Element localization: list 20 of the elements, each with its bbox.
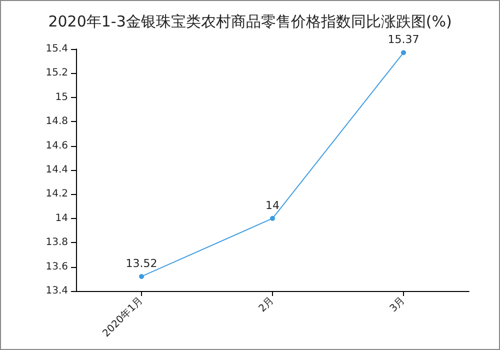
y-tick-label: 13.4 (46, 286, 68, 296)
x-tick-label: 3月 (388, 295, 408, 314)
y-tick-label: 14.4 (46, 164, 68, 176)
y-tick-label: 14.2 (46, 188, 68, 200)
y-tick-label: 15 (55, 92, 68, 103)
y-tick-label: 13.6 (46, 261, 68, 272)
y-tick-label: 15.2 (46, 68, 68, 79)
data-label: 13.52 (126, 256, 158, 270)
data-label: 15.37 (388, 33, 420, 46)
point (401, 50, 406, 56)
point (270, 216, 275, 221)
y-tick-label: 13.8 (46, 237, 68, 248)
data-label: 14 (266, 198, 280, 212)
x-tick-label: 2月 (257, 295, 276, 314)
y-tick-label: 14 (55, 212, 68, 224)
y-tick-label: 14.6 (46, 140, 68, 152)
point (139, 274, 144, 279)
y-tick-label: 15.4 (46, 44, 68, 54)
y-tick-label: 14.8 (46, 116, 68, 128)
chart-title: 2020年1-3金银珠宝类农村商品零售价格指数同比涨跌图(%) (48, 12, 452, 30)
